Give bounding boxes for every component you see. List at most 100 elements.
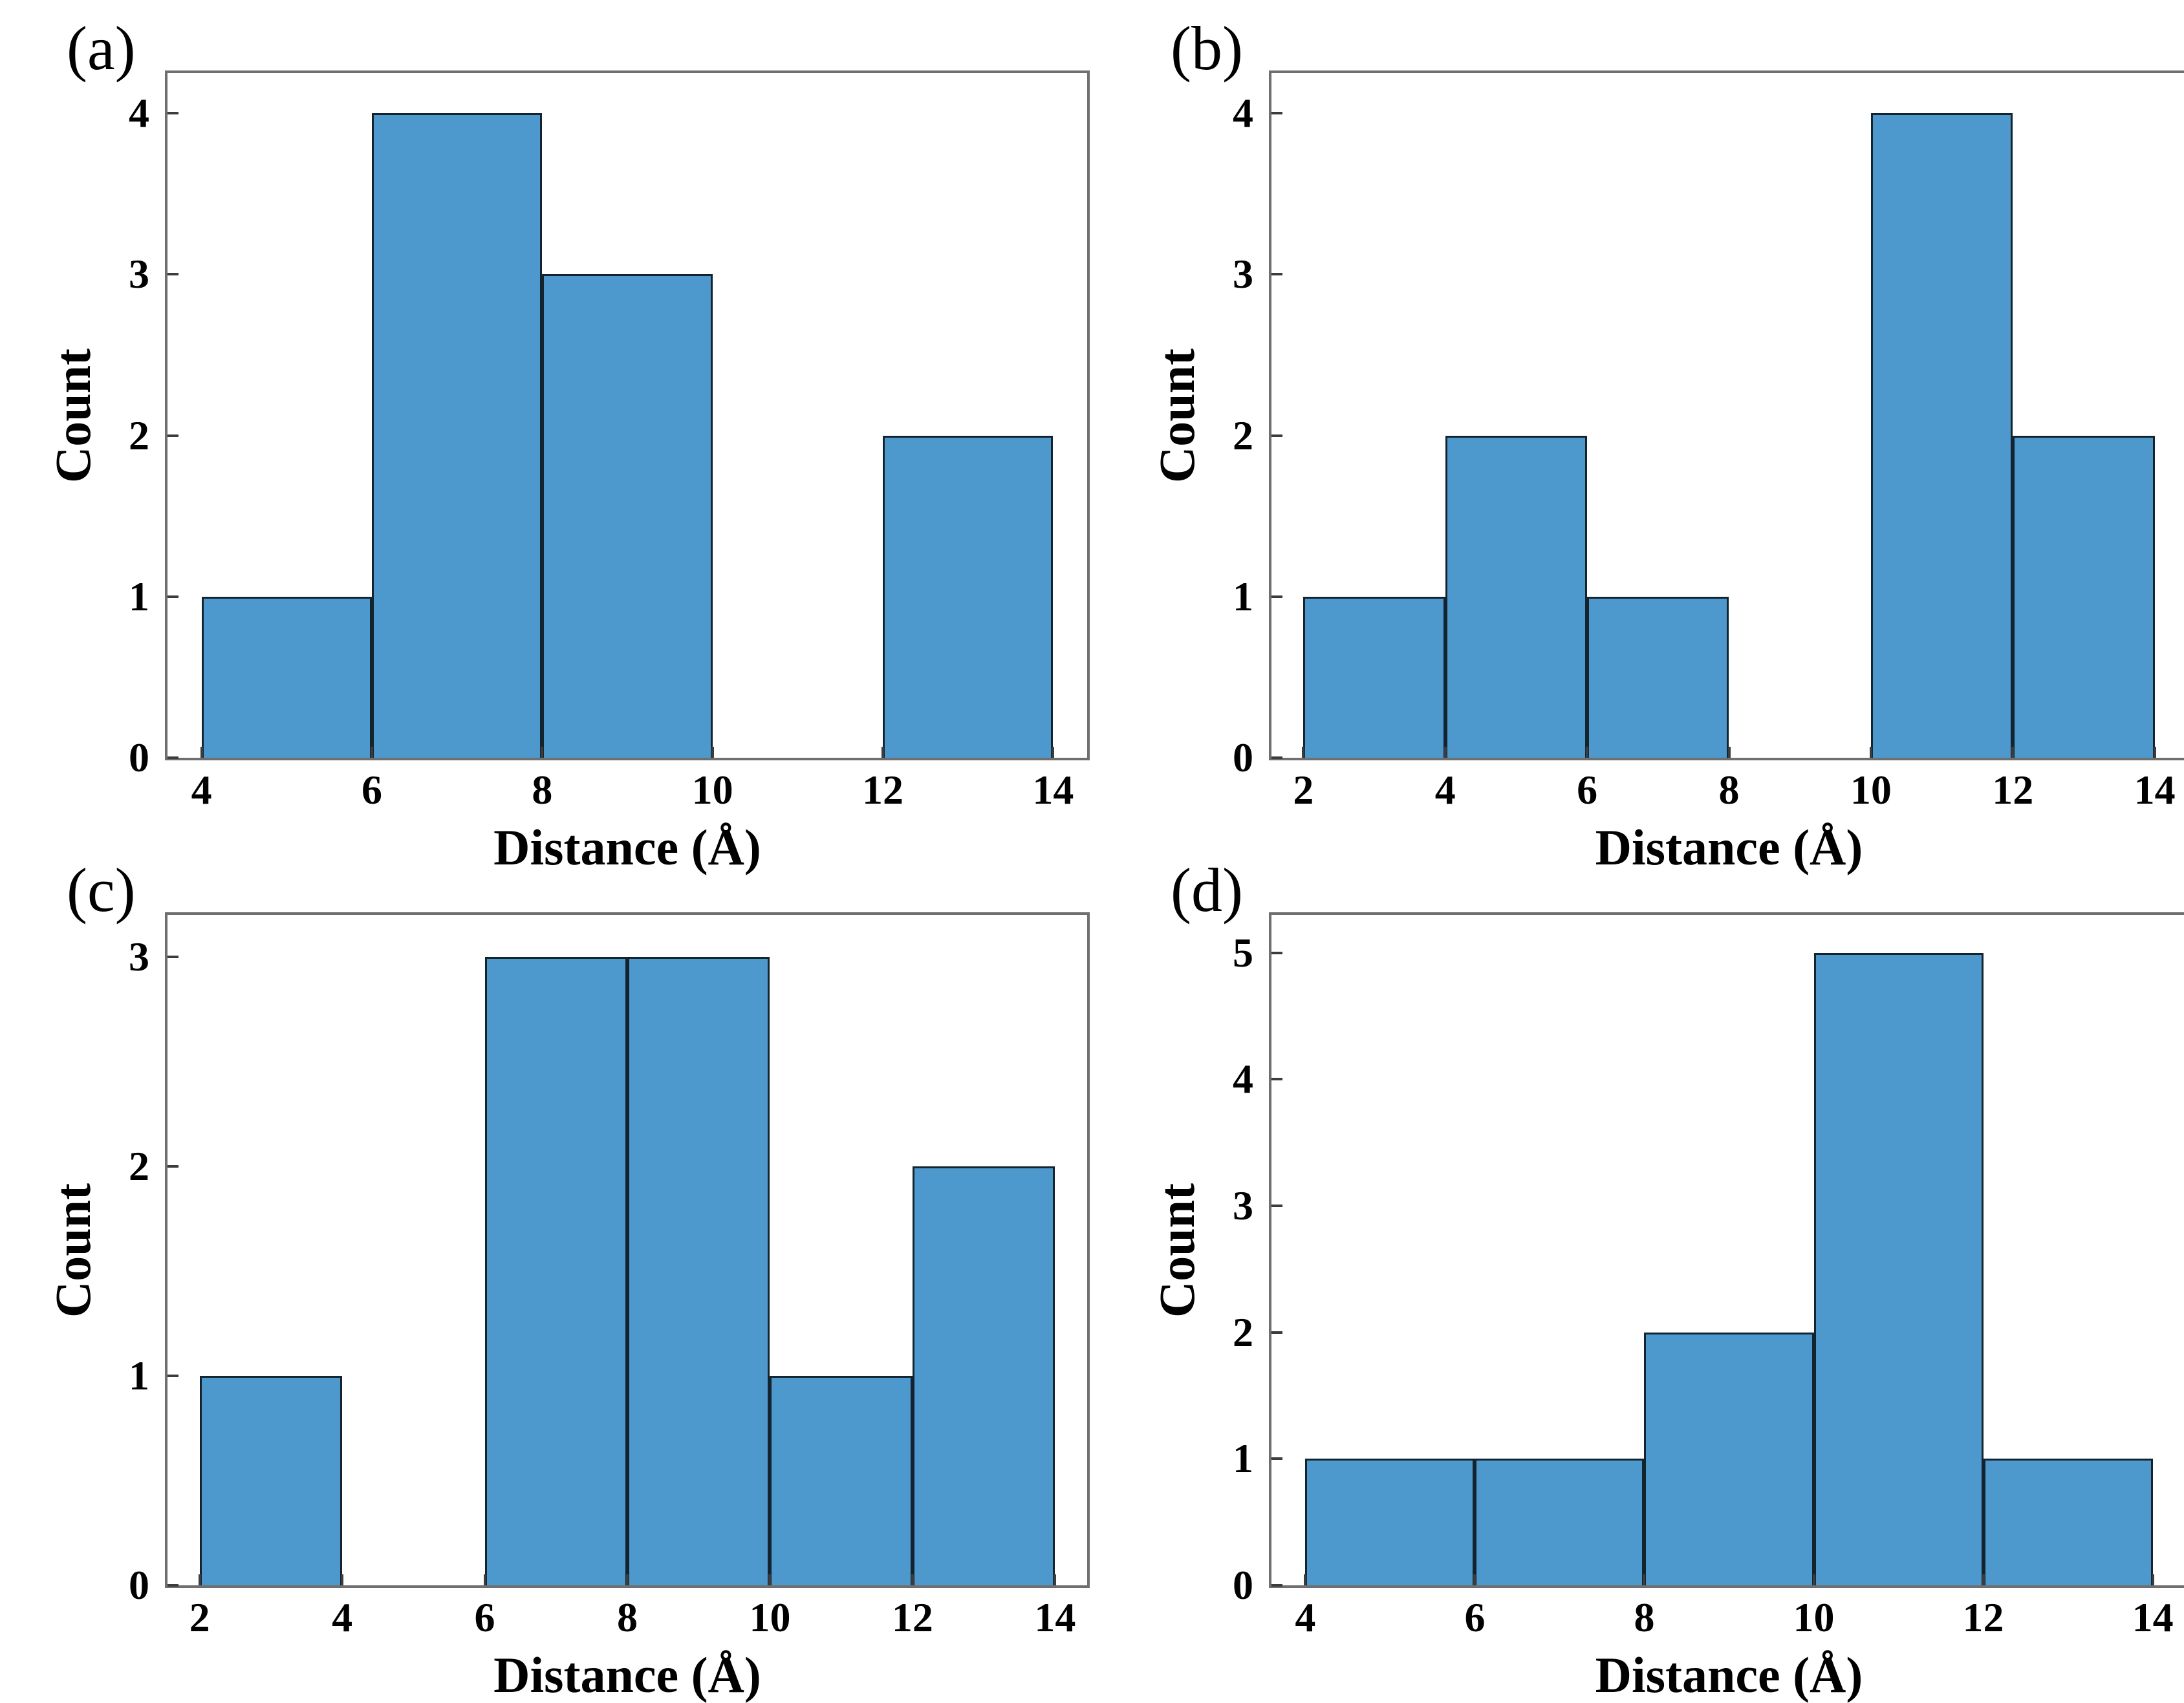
x-tick bbox=[200, 747, 203, 758]
x-tick bbox=[768, 1574, 772, 1585]
histogram-bar bbox=[1587, 596, 1729, 758]
x-tick-label: 4 bbox=[1295, 1594, 1316, 1640]
x-tick-label: 4 bbox=[1434, 767, 1456, 813]
x-tick-label: 10 bbox=[1793, 1594, 1835, 1640]
y-tick bbox=[1271, 595, 1282, 598]
y-tick bbox=[1271, 951, 1282, 954]
panel-letter-a: (a) bbox=[67, 14, 136, 83]
y-tick bbox=[1271, 434, 1282, 437]
x-tick-label: 12 bbox=[1992, 767, 2034, 813]
y-tick-label: 3 bbox=[1233, 251, 1253, 297]
x-tick-label: 4 bbox=[332, 1594, 353, 1640]
x-tick-label: 6 bbox=[1577, 767, 1598, 813]
y-tick bbox=[168, 112, 178, 115]
y-tick-label: 0 bbox=[129, 1562, 149, 1608]
x-tick-label: 10 bbox=[691, 767, 733, 813]
y-tick bbox=[1271, 756, 1282, 759]
histogram-bar bbox=[1870, 113, 2013, 758]
x-tick bbox=[1302, 747, 1305, 758]
y-tick bbox=[1271, 1205, 1282, 1208]
y-tick bbox=[168, 273, 178, 276]
y-tick-label: 3 bbox=[129, 933, 149, 980]
x-tick-label: 14 bbox=[1032, 767, 1074, 813]
y-tick bbox=[168, 434, 178, 437]
histogram-panel-d: (d) Count Distance (Å) 4 6 8 10 12 14 0 1 2 3 4 5 bbox=[1149, 859, 2184, 1700]
x-tick-label: 6 bbox=[361, 767, 382, 813]
x-tick-label: 6 bbox=[474, 1594, 495, 1640]
y-tick bbox=[168, 955, 178, 958]
y-tick bbox=[1271, 1584, 1282, 1587]
y-tick-label: 0 bbox=[1233, 1562, 1253, 1608]
histogram-bar bbox=[1303, 596, 1445, 758]
histogram-bar bbox=[199, 1375, 343, 1585]
histogram-bar bbox=[484, 956, 627, 1585]
histogram-bar bbox=[2013, 435, 2155, 758]
y-axis-title-b: Count bbox=[1148, 348, 1205, 483]
x-tick-label: 10 bbox=[749, 1594, 791, 1640]
y-tick-label: 1 bbox=[129, 1352, 149, 1398]
x-tick bbox=[341, 1574, 344, 1585]
x-tick bbox=[198, 1574, 201, 1585]
y-tick bbox=[168, 1584, 178, 1587]
x-tick-label: 14 bbox=[2134, 767, 2176, 813]
y-tick-label: 3 bbox=[1233, 1183, 1253, 1229]
x-tick bbox=[711, 747, 714, 758]
x-tick bbox=[1473, 1574, 1476, 1585]
x-axis-title-d: Distance (Å) bbox=[1595, 1647, 1863, 1703]
x-tick-label: 6 bbox=[1464, 1594, 1486, 1640]
y-tick-label: 1 bbox=[129, 573, 149, 619]
x-tick bbox=[1586, 747, 1589, 758]
y-tick-label: 2 bbox=[129, 412, 149, 458]
histogram-bar bbox=[542, 274, 713, 758]
x-tick-label: 8 bbox=[1718, 767, 1740, 813]
x-tick-label: 10 bbox=[1850, 767, 1892, 813]
x-tick bbox=[1304, 1574, 1307, 1585]
x-tick-label: 8 bbox=[617, 1594, 638, 1640]
y-tick-label: 5 bbox=[1233, 929, 1253, 976]
histogram-panel-a: (a) Count Distance (Å) 4 6 8 10 12 14 0 1 2 3 4 bbox=[45, 17, 1090, 873]
y-tick-label: 4 bbox=[1233, 90, 1253, 136]
x-tick bbox=[1982, 1574, 1985, 1585]
x-tick bbox=[541, 747, 544, 758]
y-tick-label: 3 bbox=[129, 251, 149, 297]
y-axis-title-a: Count bbox=[44, 348, 101, 483]
x-tick bbox=[1054, 1574, 1057, 1585]
panel-letter-b: (b) bbox=[1171, 14, 1243, 83]
plot-area-b: Count Distance (Å) 2 4 6 8 10 12 14 0 1 2 3 4 bbox=[1149, 70, 2184, 873]
x-tick-label: 2 bbox=[1293, 767, 1314, 813]
x-tick bbox=[1443, 747, 1447, 758]
histogram-bar bbox=[770, 1375, 913, 1585]
x-tick bbox=[911, 1574, 914, 1585]
y-axis-title-c: Count bbox=[44, 1183, 101, 1318]
y-tick bbox=[1271, 112, 1282, 115]
panel-letter-d: (d) bbox=[1171, 855, 1243, 925]
y-tick bbox=[168, 1374, 178, 1377]
y-tick bbox=[1271, 1078, 1282, 1081]
x-tick bbox=[626, 1574, 629, 1585]
y-tick bbox=[1271, 1457, 1282, 1461]
x-tick bbox=[2153, 747, 2156, 758]
histogram-bar bbox=[883, 435, 1054, 758]
x-tick bbox=[1643, 1574, 1646, 1585]
histogram-panel-b: (b) Count Distance (Å) 2 4 6 8 10 12 14 0 1 2 3 4 bbox=[1149, 17, 2184, 873]
x-tick-label: 12 bbox=[862, 767, 903, 813]
x-tick bbox=[2151, 1574, 2154, 1585]
x-axis-title-b: Distance (Å) bbox=[1595, 819, 1863, 875]
histogram-bar bbox=[201, 596, 372, 758]
panel-letter-c: (c) bbox=[67, 855, 136, 925]
y-tick bbox=[168, 1164, 178, 1168]
x-tick-label: 14 bbox=[1034, 1594, 1076, 1640]
x-tick-label: 14 bbox=[2132, 1594, 2174, 1640]
plot-area-d: Count Distance (Å) 4 6 8 10 12 14 0 1 2 3 4 5 bbox=[1149, 912, 2184, 1700]
x-tick bbox=[1812, 1574, 1815, 1585]
y-axis-title-d: Count bbox=[1148, 1183, 1205, 1318]
histogram-bar bbox=[912, 1166, 1055, 1585]
y-tick-label: 0 bbox=[1233, 734, 1253, 780]
y-tick bbox=[168, 756, 178, 759]
x-tick bbox=[370, 747, 373, 758]
histogram-bar bbox=[1644, 1332, 1814, 1585]
histogram-bar bbox=[1983, 1459, 2153, 1585]
x-tick-label: 8 bbox=[1634, 1594, 1655, 1640]
y-tick-label: 1 bbox=[1233, 1435, 1253, 1482]
